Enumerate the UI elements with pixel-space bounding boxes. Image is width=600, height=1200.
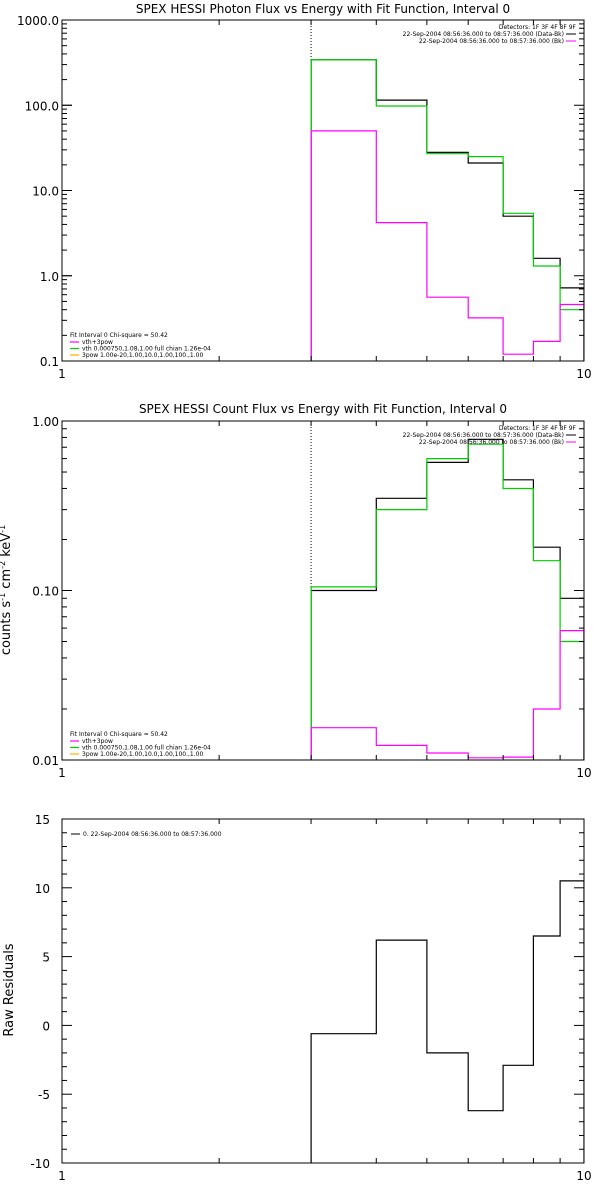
photon-flux-y-tick-label: 1.0: [40, 270, 59, 284]
count-flux-y-tick-label: 0.01: [32, 754, 59, 768]
photon-flux-y-tick-label: 10.0: [32, 185, 59, 199]
photon-flux-y-tick-label: 100.0: [25, 99, 59, 113]
count-flux-plot-area: 1 10 0.01 0.10 1.00 Detectors: 1F 3F 4F 8F 9F…: [32, 415, 591, 780]
photon-flux-title: SPEX HESSI Photon Flux vs Energy with Fi…: [136, 2, 510, 16]
residuals-y-tick-label: 5: [42, 951, 50, 965]
photon-flux-axes-frame: [61, 19, 585, 362]
count-flux-title: SPEX HESSI Count Flux vs Energy with Fit…: [139, 402, 507, 416]
count-flux-y-axis-label: counts s-1 cm-2 keV-1: [0, 525, 14, 655]
photon-flux-vth-plus-3pow-histogram: [310, 130, 584, 361]
residuals-legend-label: 0. 22-Sep-2004 08:56:36.000 to 08:57:36.…: [83, 831, 222, 838]
residuals-panel: Raw Residuals 1 10 -10 -5 0 5 10 15 0. 22-Sep-20…: [2, 813, 592, 1183]
photon-flux-y-tick-label: 1000.0: [17, 14, 59, 28]
photon-flux-x-tick-label: 10: [576, 367, 591, 381]
count-flux-legend-bk-label: 22-Sep-2004 08:56:36.000 to 08:57:36.000…: [419, 439, 564, 446]
photon-flux-legend-3pow-label: 3pow 1.00e-20,1.00,10.0,1.00,100.,1.00: [82, 352, 203, 359]
residuals-y-tick-label: -5: [38, 1088, 50, 1102]
residuals-axes-frame: [61, 818, 585, 1164]
photon-flux-legend-vth-label: vth 0.000750,1.08,1.00 full chian 1.26e-…: [82, 346, 211, 353]
count-flux-detectors-label: Detectors: 1F 3F 4F 8F 9F: [499, 425, 577, 432]
photon-flux-fit-interval-label: Fit Interval 0 Chi-square = 50.42: [70, 332, 168, 339]
photon-flux-panel: SPEX HESSI Photon Flux vs Energy with Fi…: [17, 2, 592, 381]
count-flux-legend-databk-label: 22-Sep-2004 08:56:36.000 to 08:57:36.000…: [403, 432, 564, 439]
count-flux-legend-vth-label: vth 0.000750,1.08,1.00 full chian 1.26e-…: [82, 745, 211, 752]
residuals-plot-area: 1 10 -10 -5 0 5 10 15 0. 22-Sep-2004 08:56:36.00…: [30, 813, 591, 1183]
photon-flux-legend-databk-label: 22-Sep-2004 08:56:36.000 to 08:57:36.000…: [403, 31, 564, 38]
photon-flux-detectors-label: Detectors: 1F 3F 4F 8F 9F: [499, 24, 577, 31]
residuals-x-tick-label: 10: [576, 1169, 591, 1183]
residuals-y-tick-label: -10: [30, 1157, 50, 1171]
count-flux-x-tick-label: 1: [58, 766, 66, 780]
photon-flux-vth-histogram: [310, 59, 584, 361]
photon-flux-y-tick-label: 0.1: [40, 355, 59, 369]
count-flux-legend-vth-plus-3pow-label: vth+3pow: [82, 738, 113, 745]
residuals-y-axis-label: Raw Residuals: [2, 943, 17, 1036]
residuals-x-tick-label: 1: [58, 1169, 66, 1183]
count-flux-vth-plus-3pow-histogram: [310, 630, 584, 760]
count-flux-x-tick-label: 10: [576, 766, 591, 780]
count-flux-panel: SPEX HESSI Count Flux vs Energy with Fit…: [0, 402, 592, 780]
photon-flux-data-histogram: [310, 59, 584, 361]
residuals-y-tick-label: 0: [42, 1019, 50, 1033]
photon-flux-legend-bk-label: 22-Sep-2004 08:56:36.000 to 08:57:36.000…: [419, 38, 564, 45]
residuals-y-tick-label: 15: [35, 813, 50, 827]
count-flux-data-histogram: [310, 438, 584, 760]
residuals-histogram: [310, 880, 584, 1163]
photon-flux-x-tick-label: 1: [58, 367, 66, 381]
photon-flux-legend-vth-plus-3pow-label: vth+3pow: [82, 339, 113, 346]
count-flux-fit-interval-label: Fit Interval 0 Chi-square = 50.42: [70, 731, 168, 738]
count-flux-legend-3pow-label: 3pow 1.00e-20,1.00,10.0,1.00,100.,1.00: [82, 751, 203, 758]
count-flux-vth-histogram: [310, 443, 584, 760]
photon-flux-plot-area: 1 10 0.1 1.0 10.0 100.0 1000.0 Detectors: 1F 3F…: [17, 14, 592, 381]
count-flux-y-tick-label: 0.10: [32, 585, 59, 599]
count-flux-y-tick-label: 1.00: [32, 415, 59, 429]
residuals-y-tick-label: 10: [35, 882, 50, 896]
